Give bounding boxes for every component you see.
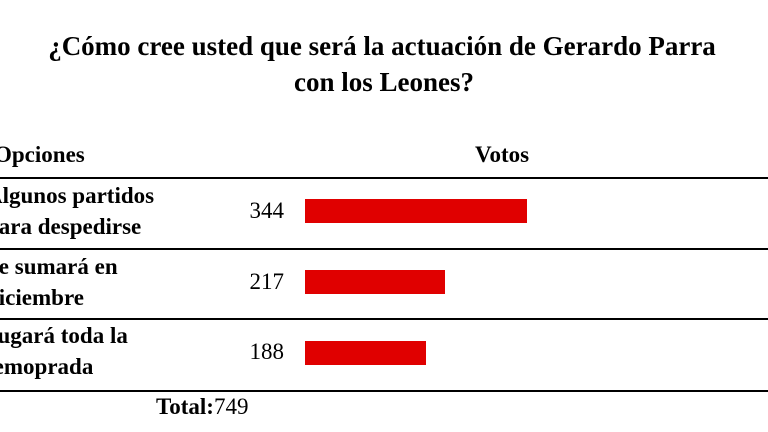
poll-option-label: Jugará toda la temoprada	[0, 320, 196, 382]
poll-total-label: Total:	[156, 394, 214, 419]
poll-option-row: Se sumará en diciembre 217	[0, 249, 768, 319]
poll-total-value: 749	[213, 394, 249, 419]
poll-option-votes: 188	[249, 339, 285, 364]
options-column-header: Opciones	[0, 142, 85, 167]
poll-option-row: Jugará toda la temoprada 188	[0, 319, 768, 389]
table-rule	[0, 248, 768, 250]
poll-option-row: Algunos partidos para despedirse 344	[0, 178, 768, 248]
poll-option-votes: 217	[249, 269, 285, 294]
table-rule	[0, 177, 768, 179]
poll-option-bar	[305, 199, 527, 223]
poll-option-votes: 344	[249, 198, 285, 223]
poll-option-label-line-1: Se sumará en	[0, 254, 118, 279]
poll-question-line-2: con los Leones?	[293, 67, 474, 97]
poll-option-label: Algunos partidos para despedirse	[0, 180, 196, 242]
votes-column-header: Votos	[475, 142, 530, 167]
poll-option-label-line-2: para despedirse	[0, 214, 142, 239]
poll-option-label-line-2: temoprada	[0, 354, 94, 379]
poll-option-label-line-1: Jugará toda la	[0, 323, 128, 348]
poll-option-label-line-2: diciembre	[0, 285, 84, 310]
poll-total: Total:749	[156, 392, 248, 422]
poll-option-label-line-1: Algunos partidos	[0, 183, 155, 208]
poll-question-line-1: ¿Cómo cree usted que será la actuación d…	[48, 31, 716, 61]
poll-option-label: Se sumará en diciembre	[0, 251, 196, 313]
poll-option-bar	[305, 270, 445, 294]
poll-question: ¿Cómo cree usted que será la actuación d…	[0, 28, 768, 100]
poll-option-bar	[305, 341, 426, 365]
table-rule	[0, 318, 768, 320]
table-rule	[0, 390, 768, 392]
